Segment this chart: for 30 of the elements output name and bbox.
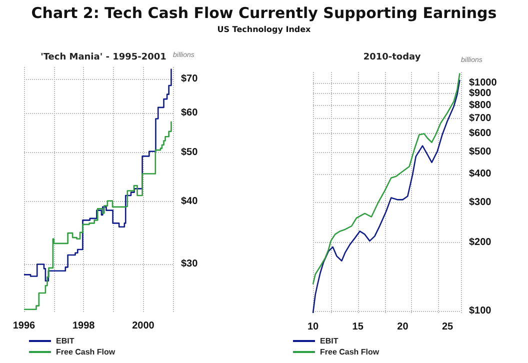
y-tick-label: $800 bbox=[469, 100, 492, 111]
y-tick-label: $70 bbox=[181, 74, 198, 85]
legend-label: Free Cash Flow bbox=[56, 348, 116, 356]
chart-subtitle: 'Tech Mania' - 1995-2001 bbox=[40, 52, 166, 62]
legend-label: Free Cash Flow bbox=[320, 348, 380, 356]
x-tick-label: 1996 bbox=[12, 320, 36, 332]
y-tick-label: $300 bbox=[469, 196, 492, 208]
x-tick-label: 1998 bbox=[72, 320, 96, 332]
x-tick-label: 15 bbox=[352, 322, 364, 332]
text: US Technology Index bbox=[216, 25, 312, 34]
legend-label: EBIT bbox=[320, 336, 338, 346]
y-tick-label: $40 bbox=[181, 196, 198, 207]
y-tick-label: $900 bbox=[469, 88, 492, 100]
y-tick-label: $200 bbox=[469, 236, 492, 248]
text: Chart 2: Tech Cash Flow Currently Supporting Earnings bbox=[30, 4, 498, 22]
y-tick-label: $700 bbox=[469, 112, 492, 124]
legend-label: EBIT bbox=[56, 336, 74, 346]
y-tick-label: $30 bbox=[181, 258, 198, 270]
y-tick-label: $1000 bbox=[469, 78, 498, 89]
y-tick-label: $400 bbox=[469, 168, 492, 180]
x-tick-label: 20 bbox=[397, 322, 409, 332]
x-tick-label: 25 bbox=[442, 322, 454, 332]
y-tick-label: $100 bbox=[469, 305, 492, 316]
y-tick-label: $50 bbox=[181, 147, 198, 158]
x-tick-label: 2000 bbox=[132, 320, 155, 332]
y-tick-label: $60 bbox=[181, 107, 198, 118]
y-tick-label: $500 bbox=[469, 146, 492, 158]
x-tick-label: 10 bbox=[307, 322, 319, 332]
y-tick-label: $600 bbox=[469, 128, 492, 140]
chart-subtitle: 2010-today bbox=[363, 52, 421, 62]
